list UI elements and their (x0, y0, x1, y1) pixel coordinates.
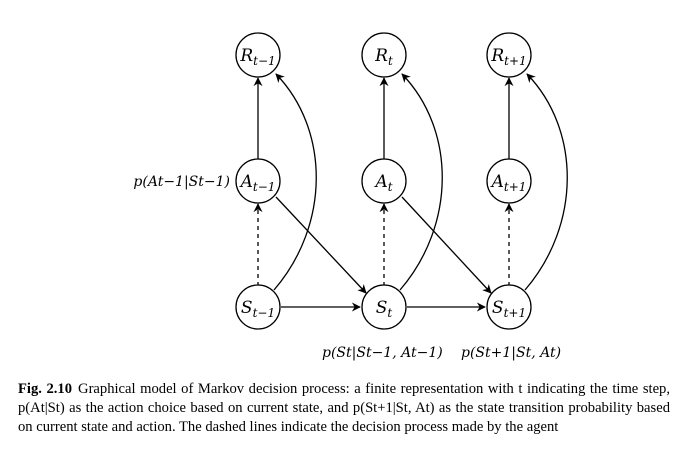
mdp-diagram: Rt−1 Rt Rt+1 At−1 At At+1 St−1 St St+1 p… (133, 32, 568, 361)
edge-a-prev-to-s-cur (275, 196, 367, 294)
node-a-next: At+1 (486, 158, 532, 204)
node-r-prev: Rt−1 (235, 32, 281, 78)
node-s-prev: St−1 (235, 284, 281, 330)
policy-label: p(At−1|St−1) (133, 174, 230, 190)
edge-s-next-to-r-next (524, 73, 568, 291)
transition-label-next: p(St+1|St, At) (461, 345, 561, 361)
edge-a-cur-to-s-next (401, 196, 492, 294)
node-a-cur: At (361, 158, 407, 204)
caption-text: Graphical model of Markov decision proce… (18, 381, 670, 435)
svg-text:Rt: Rt (374, 46, 393, 68)
node-r-next: Rt+1 (486, 32, 532, 78)
node-s-cur: St (361, 284, 407, 330)
svg-text:Rt+1: Rt+1 (490, 46, 526, 68)
svg-text:St+1: St+1 (492, 298, 526, 320)
svg-text:St: St (376, 298, 393, 320)
node-a-prev: At−1 (235, 158, 281, 204)
edge-s-prev-to-r-prev (273, 73, 317, 291)
node-r-cur: Rt (361, 32, 407, 78)
svg-text:St−1: St−1 (241, 298, 275, 320)
figure-caption: Fig. 2.10 Graphical model of Markov decis… (18, 380, 670, 437)
svg-text:Rt−1: Rt−1 (239, 46, 275, 68)
figure-number: Fig. 2.10 (18, 381, 73, 397)
svg-text:At: At (373, 172, 392, 194)
node-s-next: St+1 (486, 284, 532, 330)
svg-text:At−1: At−1 (239, 172, 276, 194)
edge-s-cur-to-r-cur (399, 73, 443, 291)
transition-label-cur: p(St|St−1, At−1) (322, 345, 443, 361)
svg-text:At+1: At+1 (490, 172, 527, 194)
